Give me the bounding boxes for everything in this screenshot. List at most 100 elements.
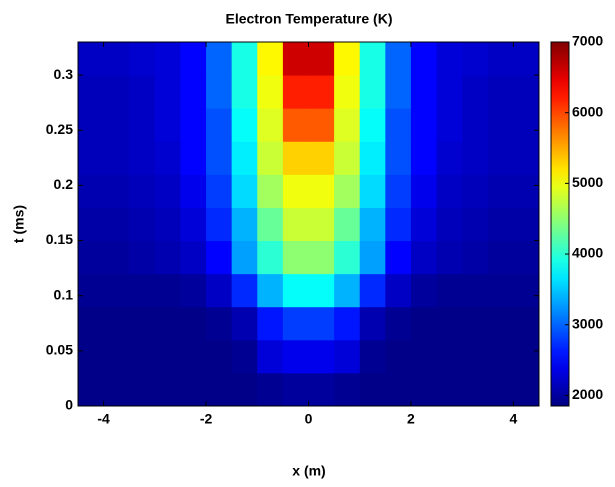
heat-cell [436, 306, 463, 341]
heat-cell [129, 240, 156, 275]
heat-cell [334, 339, 361, 374]
heat-cell [154, 108, 181, 142]
y-tick-label: 0.2 [54, 176, 74, 192]
heat-cell [359, 42, 386, 76]
heat-cell [231, 42, 258, 76]
heat-cell [129, 306, 156, 341]
heat-cell [513, 372, 540, 407]
heat-cell [334, 306, 361, 341]
heat-cell [334, 141, 361, 175]
heat-cell [410, 75, 438, 109]
colorbar-tick-label: 2000 [572, 386, 603, 402]
heat-cell [410, 174, 438, 208]
x-tick-label: -4 [97, 411, 110, 427]
heat-cell [410, 372, 438, 407]
heat-cell [154, 174, 181, 208]
heat-cell [257, 141, 284, 175]
heat-cell [513, 273, 540, 308]
heat-cell [257, 339, 284, 374]
heat-cell [257, 75, 284, 109]
colorbar-tick-label: 4000 [572, 245, 603, 261]
heat-cell [180, 306, 207, 341]
heat-cell [282, 174, 309, 208]
heat-cell [154, 207, 181, 242]
heat-cell [436, 240, 463, 275]
heat-cell [180, 207, 207, 242]
heat-cell [257, 207, 284, 242]
heat-cell [180, 273, 207, 308]
heat-cell [78, 75, 105, 109]
heat-cell [359, 240, 386, 275]
heat-cell [154, 141, 181, 175]
heat-cell [308, 207, 335, 242]
x-tick-label: 2 [407, 411, 415, 427]
heat-cell [308, 306, 335, 341]
heat-cell [282, 75, 309, 109]
heat-cell [129, 108, 156, 142]
heat-cell [78, 273, 105, 308]
heat-cell [257, 273, 284, 308]
heat-cell [410, 273, 438, 308]
heat-cell [385, 174, 412, 208]
y-tick-label: 0.1 [54, 286, 74, 302]
heat-cell [385, 108, 412, 142]
heat-cell [359, 174, 386, 208]
heat-cell [385, 273, 412, 308]
heat-cell [180, 339, 207, 374]
heat-cell [78, 339, 105, 374]
heat-cell [180, 174, 207, 208]
heat-cell [462, 372, 489, 407]
heat-cell [154, 306, 181, 341]
heat-cell [462, 273, 489, 308]
heat-cell [103, 75, 130, 109]
heat-cell [385, 42, 412, 76]
heat-cell [487, 306, 514, 341]
y-tick-label: 0.3 [54, 66, 74, 82]
heat-cell [78, 174, 105, 208]
heat-cell [487, 174, 514, 208]
heat-cell [282, 372, 309, 407]
heat-cell [487, 75, 514, 109]
heat-cell [334, 240, 361, 275]
heat-cell [462, 42, 489, 76]
heat-cell [103, 174, 130, 208]
heat-cell [154, 75, 181, 109]
heat-cell [180, 75, 207, 109]
heat-cell [231, 75, 258, 109]
heat-cell [282, 108, 309, 142]
heat-cell [513, 75, 540, 109]
heat-cell [231, 174, 258, 208]
y-tick-label: 0.25 [46, 121, 73, 137]
heat-cell [103, 372, 130, 407]
y-tick-label: 0 [65, 397, 73, 413]
heat-cell [129, 75, 156, 109]
heat-cell [206, 273, 233, 308]
heat-cell [385, 207, 412, 242]
x-tick-label: 4 [509, 411, 517, 427]
heat-cell [308, 108, 335, 142]
heat-cell [180, 240, 207, 275]
heat-cell [282, 141, 309, 175]
heat-cell [103, 207, 130, 242]
heat-cell [129, 42, 156, 76]
heat-cell [487, 339, 514, 374]
heat-cell [487, 372, 514, 407]
heat-cell [129, 273, 156, 308]
heat-cell [231, 339, 258, 374]
heat-cell [334, 75, 361, 109]
heat-cell [334, 372, 361, 407]
heat-cell [334, 42, 361, 76]
heat-cell [180, 42, 207, 76]
heat-cell [487, 141, 514, 175]
heat-cell [334, 273, 361, 308]
heat-cell [410, 339, 438, 374]
y-axis-label: t (ms) [11, 205, 27, 243]
heat-cell [231, 207, 258, 242]
heat-cell [487, 42, 514, 76]
colorbar-tick-label: 3000 [572, 315, 603, 331]
heat-cell [257, 240, 284, 275]
heat-cell [103, 240, 130, 275]
heat-cell [231, 372, 258, 407]
heat-cell [129, 207, 156, 242]
